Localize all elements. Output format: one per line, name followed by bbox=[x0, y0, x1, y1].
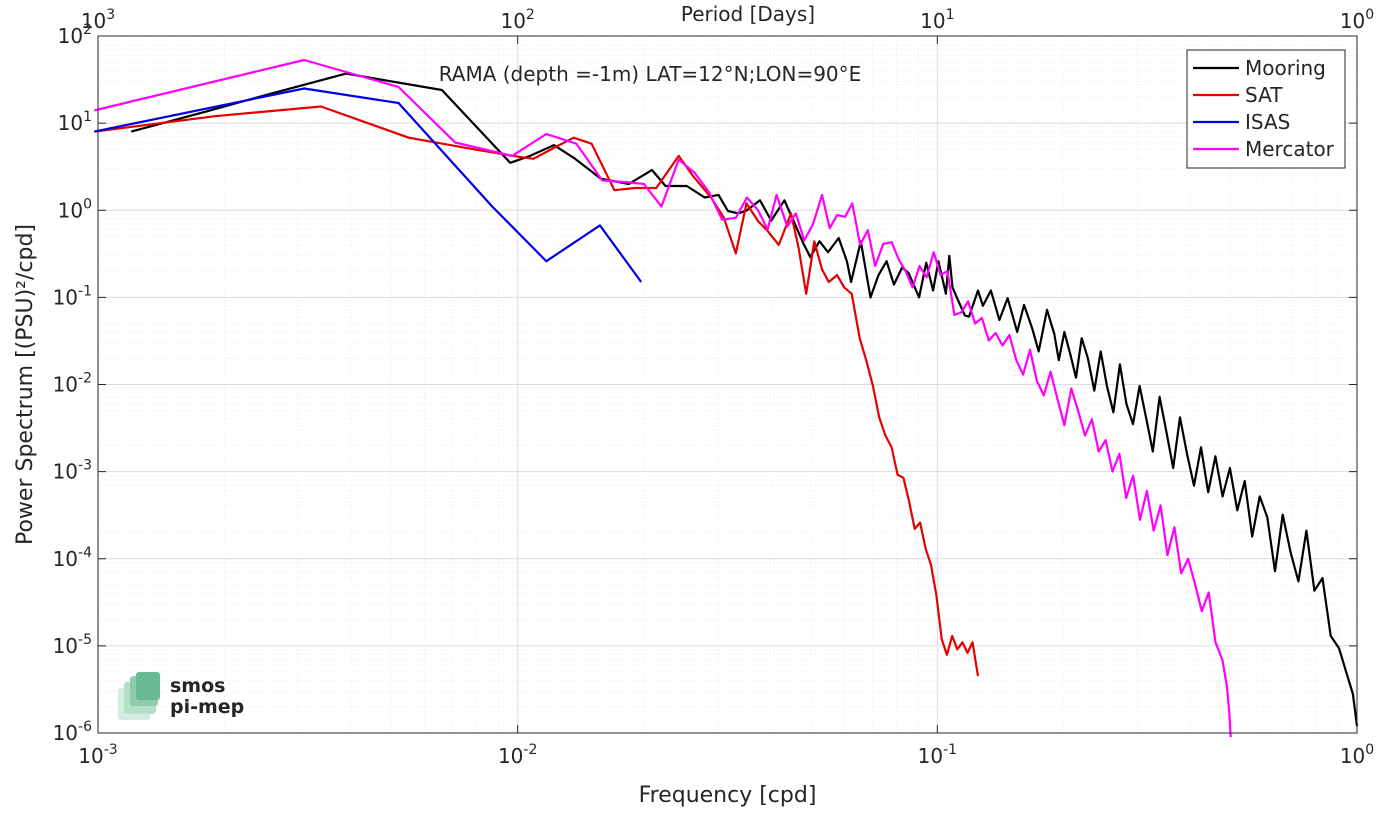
top-tick-label: 103 bbox=[81, 7, 115, 33]
series-line-mercator bbox=[94, 58, 1232, 738]
y-tick-label: 10-5 bbox=[53, 632, 92, 658]
x-tick-label: 100 bbox=[1340, 742, 1374, 768]
chart-title: RAMA (depth =-1m) LAT=12°N;LON=90°E bbox=[439, 62, 862, 86]
logo-text-pimep: pi-mep bbox=[170, 696, 244, 718]
x-tick-label: 10-2 bbox=[498, 742, 537, 768]
y-tick-label: 101 bbox=[58, 109, 92, 135]
y-tick-label: 10-4 bbox=[53, 545, 93, 571]
y-tick-label: 102 bbox=[58, 22, 92, 48]
series-line-isas bbox=[94, 87, 643, 283]
top-axis-label: Period [Days] bbox=[681, 2, 815, 26]
grid-layer bbox=[97, 36, 1357, 734]
top-tick-label: 100 bbox=[1340, 7, 1374, 33]
legend-label: SAT bbox=[1245, 83, 1283, 107]
logo-mark-icon bbox=[118, 672, 160, 720]
series-layer bbox=[94, 58, 1359, 738]
x-axis-label: Frequency [cpd] bbox=[639, 783, 817, 808]
y-tick-label: 10-3 bbox=[53, 458, 92, 484]
legend: Mooring SAT ISAS Mercator bbox=[1186, 49, 1346, 169]
legend-label: ISAS bbox=[1245, 110, 1290, 134]
y-tick-label: 100 bbox=[58, 196, 92, 222]
y-tick-label: 10-1 bbox=[53, 283, 92, 309]
x-tick-label: 10-3 bbox=[78, 742, 117, 768]
series-line-sat bbox=[94, 105, 980, 677]
legend-label: Mooring bbox=[1245, 56, 1326, 80]
smos-pimep-logo: smos pi-mep bbox=[118, 672, 244, 720]
series-line-mooring bbox=[130, 72, 1359, 727]
legend-label: Mercator bbox=[1245, 137, 1335, 161]
top-tick-label: 101 bbox=[920, 7, 954, 33]
logo-text-smos: smos bbox=[170, 675, 225, 697]
top-tick-label: 102 bbox=[500, 7, 534, 33]
y-axis-label: Power Spectrum [(PSU)²/cpd] bbox=[13, 224, 38, 545]
x-tick-label: 10-1 bbox=[918, 742, 957, 768]
y-tick-label: 10-6 bbox=[53, 719, 93, 745]
y-tick-label: 10-2 bbox=[53, 371, 92, 397]
